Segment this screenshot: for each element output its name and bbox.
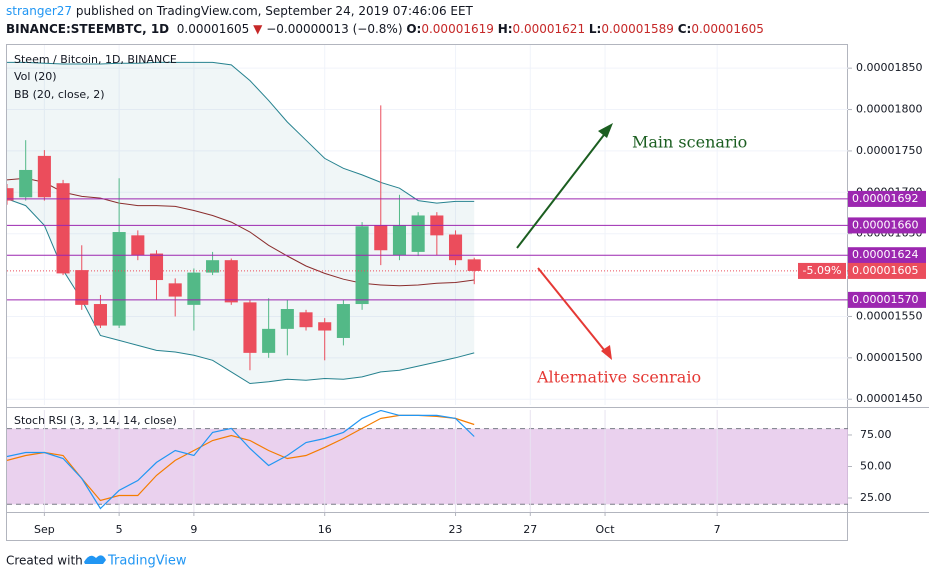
x-tick-label: Sep	[34, 523, 55, 536]
c-value: 0.00001605	[691, 22, 764, 36]
candle-body	[149, 253, 164, 281]
candle-body	[448, 234, 463, 261]
o-value: 0.00001619	[421, 22, 494, 36]
candle-body	[336, 304, 350, 338]
candle-body	[112, 232, 126, 326]
change-arrow: ▼	[253, 22, 263, 36]
y-tick-label: 50.00	[860, 459, 892, 472]
candle-body	[318, 322, 332, 331]
y-tick-label: 0.00001500	[856, 351, 922, 364]
y-tick-label: 0.00001800	[856, 103, 922, 116]
candle-body	[467, 259, 481, 271]
footer-brand[interactable]: TradingView	[107, 554, 187, 569]
l-label: L:	[588, 22, 602, 36]
candle-body	[7, 188, 14, 201]
author[interactable]: stranger27	[6, 4, 73, 18]
line	[7, 198, 475, 385]
candle-body	[93, 304, 107, 326]
level-tag	[848, 217, 926, 234]
y-tick-label: 0.00001550	[856, 309, 922, 322]
candle-body	[299, 312, 313, 328]
rsi-title: Stoch RSI (3, 3, 14, 14, close)	[14, 414, 177, 427]
level-tag	[848, 247, 926, 264]
x-tick-label: 7	[714, 523, 721, 536]
indicator-label: Vol (20)	[14, 70, 57, 83]
publish-info: published on TradingView.com, September …	[72, 4, 473, 18]
price: 0.00001605	[176, 22, 250, 36]
level-label: 0.00001624	[852, 248, 918, 261]
price-tag	[848, 262, 926, 279]
h-label: H:	[497, 22, 513, 36]
candle-body	[280, 309, 294, 329]
publish-line: stranger27 published on TradingView.com,…	[6, 4, 473, 18]
arrow	[516, 126, 611, 249]
main-pane	[7, 45, 848, 405]
symbol: BINANCE:STEEMBTC, 1D	[6, 22, 170, 36]
line	[7, 61, 475, 204]
plot-frame	[6, 44, 848, 541]
candle-body	[243, 302, 257, 353]
rsi-pane	[7, 410, 848, 512]
level-label: 0.00001660	[852, 218, 918, 231]
indicator-label: BB (20, close, 2)	[14, 88, 105, 101]
x-tick-label: Oct	[596, 523, 616, 536]
candle-body	[131, 235, 145, 256]
footer-text: Created with	[6, 554, 83, 568]
candle-body	[224, 260, 238, 303]
x-tick-label: 5	[116, 523, 123, 536]
candle-body	[392, 225, 407, 256]
candle-body	[187, 272, 201, 305]
h-value: 0.00001621	[512, 22, 586, 36]
line	[7, 410, 475, 510]
y-tick-label: 0.00001750	[856, 144, 922, 157]
band-fill	[7, 62, 475, 384]
annotation: Main scenario	[632, 133, 747, 152]
level-label: 0.00001692	[852, 192, 918, 205]
axes: 0.000018500.000018000.000017500.00001700…	[34, 61, 926, 536]
candle-body	[262, 328, 276, 353]
x-tick-label: 16	[318, 523, 332, 536]
line	[7, 177, 475, 287]
l-value: 0.00001589	[601, 22, 674, 36]
c-label: C:	[677, 22, 692, 36]
level-label: 0.00001570	[852, 293, 918, 306]
annotation: Alternative scenraio	[536, 368, 701, 387]
x-tick-label: 9	[190, 523, 197, 536]
candle-body	[355, 226, 369, 305]
x-tick-label: 23	[449, 523, 463, 536]
arrow	[537, 267, 610, 357]
y-tick-label: 25.00	[860, 491, 892, 504]
quote-line: BINANCE:STEEMBTC, 1D 0.00001605 ▼ −0.000…	[6, 22, 764, 36]
candle-body	[19, 169, 33, 198]
tv-logo	[84, 555, 106, 564]
change-label: -5.09%	[803, 264, 842, 277]
price-label: 0.00001605	[852, 264, 918, 277]
candle-body	[56, 183, 70, 274]
arrow-head	[598, 123, 613, 138]
candle-body	[411, 215, 425, 252]
level-tag	[848, 291, 926, 308]
candle-body	[206, 260, 220, 273]
y-tick-label: 75.00	[860, 428, 892, 441]
x-tick-label: 27	[523, 523, 537, 536]
candle-body	[37, 155, 51, 198]
change-tag	[798, 262, 846, 279]
main-title: Steem / Bitcoin, 1D, BINANCE	[14, 53, 177, 66]
band	[7, 428, 848, 505]
y-tick-label: 0.00001450	[856, 392, 922, 405]
candle-body	[374, 225, 388, 251]
arrow-head	[601, 345, 612, 360]
change: −0.00000013 (−0.8%)	[266, 22, 403, 36]
y-tick-label: 0.00001850	[856, 61, 922, 74]
o-label: O:	[406, 22, 422, 36]
level-tag	[848, 190, 926, 207]
candle-body	[168, 283, 182, 297]
candle-body	[75, 270, 89, 305]
